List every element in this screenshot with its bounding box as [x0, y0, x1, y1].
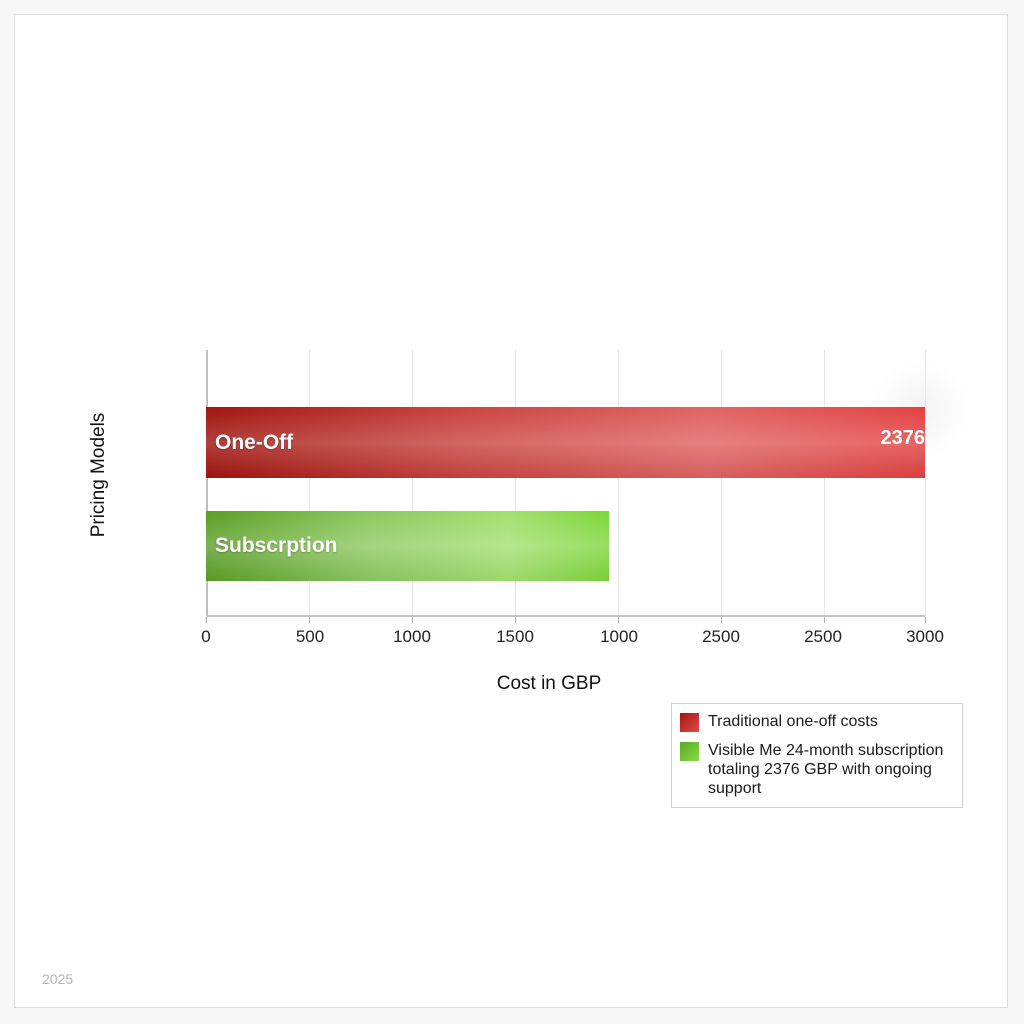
x-tick [412, 617, 413, 623]
x-tick-label: 2500 [702, 627, 740, 646]
legend-swatch-red-icon [680, 713, 699, 732]
x-tick [721, 617, 722, 623]
gridline [925, 350, 926, 616]
x-tick-label: 1000 [393, 627, 431, 646]
plot-area: One-Off 2376 Subscrption [206, 350, 926, 623]
bar-label-subscription: Subscrption [215, 534, 338, 557]
bar-subscription[interactable]: Subscrption [206, 511, 609, 581]
x-tick-label: 1500 [496, 627, 534, 646]
bar-one-off[interactable]: One-Off 2376 [206, 407, 925, 478]
y-axis-line [206, 350, 208, 616]
x-axis-line [206, 615, 925, 617]
x-tick [824, 617, 825, 623]
legend: Traditional one-off costs Visible Me 24-… [671, 703, 963, 808]
legend-label: Visible Me 24-month subscription totalin… [708, 742, 944, 797]
gridline [412, 350, 413, 616]
x-tick-label: 1000 [600, 627, 638, 646]
gridline [618, 350, 619, 616]
y-axis-label: Pricing Models [88, 412, 109, 538]
legend-item-subscription[interactable]: Visible Me 24-month subscription totalin… [680, 741, 963, 798]
x-tick [206, 617, 207, 623]
x-tick [618, 617, 619, 623]
legend-label: Traditional one-off costs [708, 713, 878, 730]
gridline [721, 350, 722, 616]
bar-label-one-off: One-Off [215, 430, 294, 454]
footer-year: 2025 [42, 971, 74, 987]
bar-value-one-off: 2376 [880, 427, 926, 449]
x-tick [309, 617, 310, 623]
legend-item-one-off[interactable]: Traditional one-off costs [680, 712, 963, 732]
x-axis-label: Cost in GBP [496, 673, 602, 694]
x-tick [925, 617, 926, 623]
gridline [309, 350, 310, 616]
x-tick-label: 500 [295, 627, 325, 646]
x-tick-label: 2500 [804, 627, 842, 646]
x-tick [515, 617, 516, 623]
x-tick-label: 3000 [906, 627, 944, 646]
gridline [515, 350, 516, 616]
legend-swatch-green-icon [680, 742, 699, 761]
gridline [824, 350, 825, 616]
x-tick-label: 0 [201, 627, 211, 646]
